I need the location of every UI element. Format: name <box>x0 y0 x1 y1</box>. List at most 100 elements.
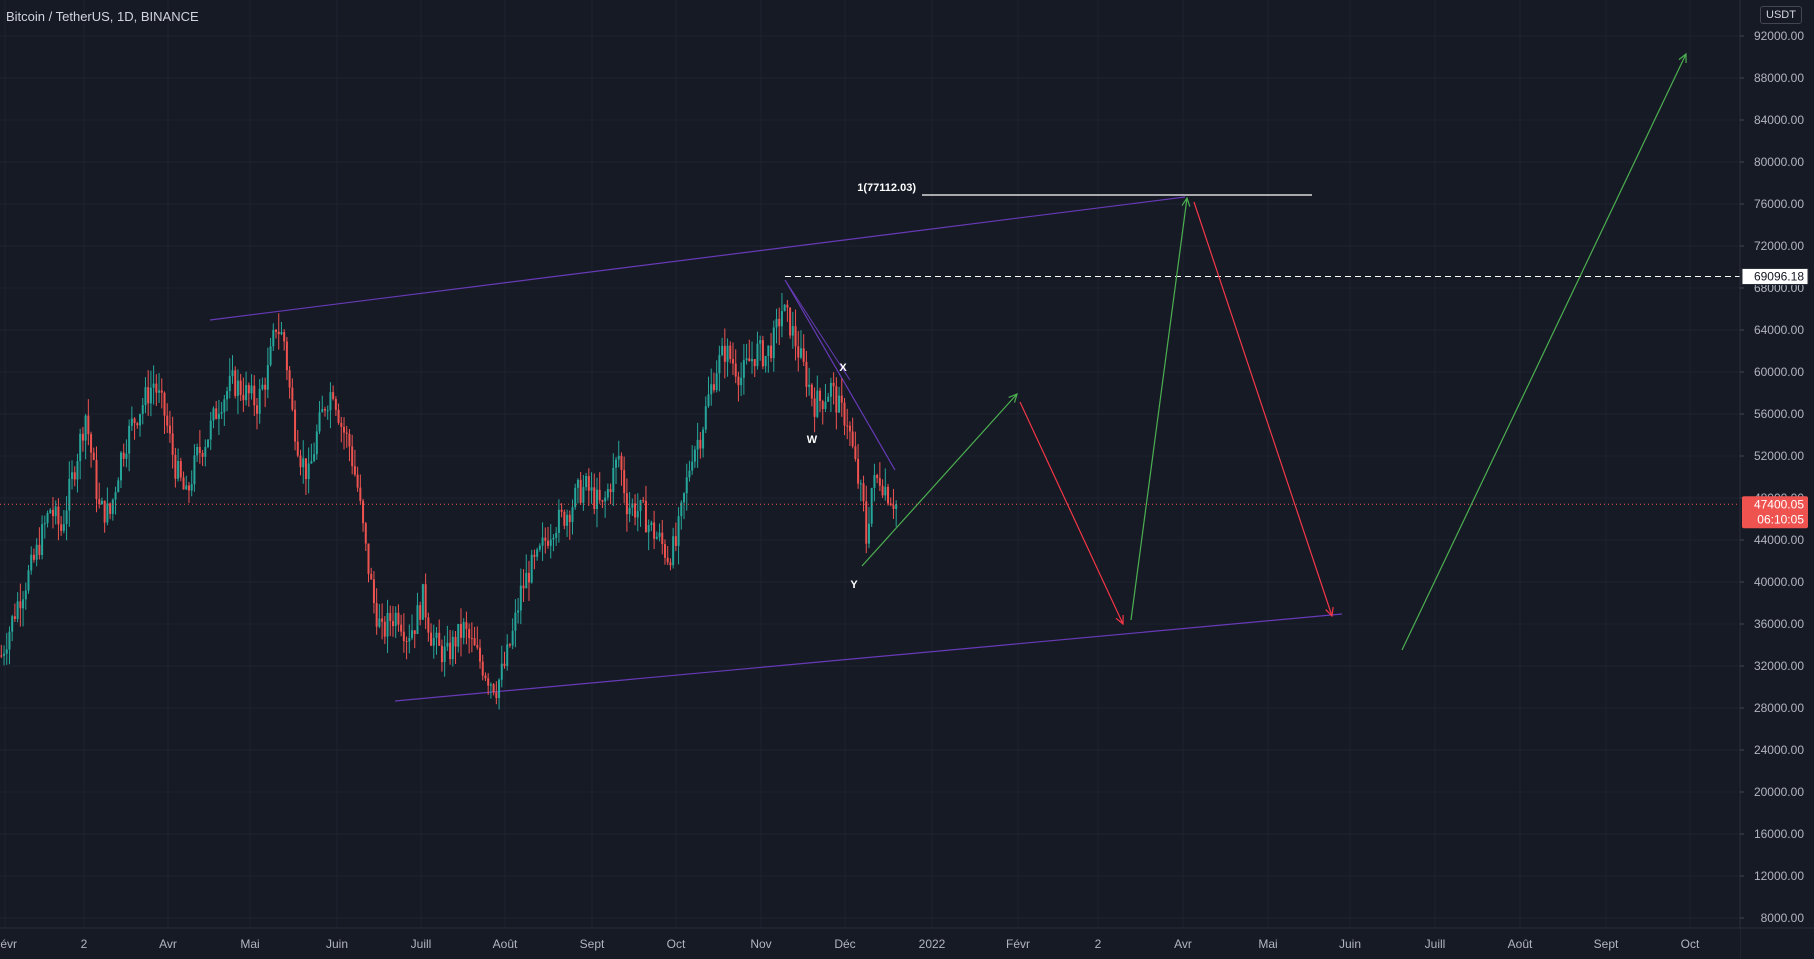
candle-body <box>881 485 884 496</box>
candle-body <box>334 398 337 410</box>
candle-body <box>547 540 550 546</box>
y-tick-label: 40000.00 <box>1754 575 1804 589</box>
candle-body <box>432 638 435 646</box>
wxy-inner-line <box>784 279 851 381</box>
candle-body <box>459 623 462 638</box>
candle-body <box>783 304 786 311</box>
candle-body <box>5 649 8 654</box>
candle-body <box>332 392 335 399</box>
y-tick-label: 84000.00 <box>1754 113 1804 127</box>
candle-body <box>209 420 212 440</box>
candle-body <box>789 307 792 336</box>
candle-body <box>250 385 253 394</box>
candle-body <box>827 396 830 402</box>
projection-arrow-down-2-head <box>1325 606 1334 618</box>
candle-body <box>579 479 582 503</box>
candle-body <box>288 370 291 388</box>
candle-body <box>0 655 3 657</box>
candle-body <box>19 601 22 609</box>
candle-body <box>742 360 745 378</box>
y-tick-label: 16000.00 <box>1754 827 1804 841</box>
candle-body <box>345 432 348 434</box>
candle-body <box>122 452 125 459</box>
candle-body <box>479 647 482 662</box>
candle-body <box>427 617 430 633</box>
candle-body <box>318 412 321 432</box>
candle-body <box>174 454 177 479</box>
candle-body <box>13 616 16 619</box>
candle-body <box>413 630 416 634</box>
candle-body <box>22 599 25 609</box>
candle-body <box>239 380 242 395</box>
candle-body <box>231 370 234 377</box>
candle-body <box>351 446 354 467</box>
y-tick-label: 44000.00 <box>1754 533 1804 547</box>
price-axis[interactable]: 92000.00 88000.00 84000.00 80000.00 76000.00… <box>1739 0 1814 959</box>
candle-body <box>644 500 647 533</box>
candle-body <box>843 402 846 426</box>
candle-body <box>851 431 854 447</box>
candle-body <box>130 418 133 426</box>
candles <box>0 292 898 710</box>
symbol-title[interactable]: Bitcoin / TetherUS, 1D, BINANCE <box>6 9 199 24</box>
candle-body <box>152 383 155 388</box>
candle-body <box>367 543 370 574</box>
candle-body <box>411 630 414 639</box>
candle-body <box>854 446 857 460</box>
candle-body <box>715 373 718 391</box>
candle-body <box>79 433 82 462</box>
y-tick-label: 76000.00 <box>1754 197 1804 211</box>
candle-body <box>495 692 498 699</box>
candle-body <box>835 386 838 413</box>
candle-body <box>566 514 569 526</box>
candle-body <box>859 483 862 485</box>
candle-body <box>862 483 865 502</box>
candle-body <box>160 390 163 393</box>
candle-body <box>280 332 283 335</box>
candle-body <box>462 622 465 638</box>
candle-body <box>310 461 313 464</box>
y-tick-label: 28000.00 <box>1754 701 1804 715</box>
candle-body <box>277 331 280 335</box>
candle-body <box>291 387 294 410</box>
candle-body <box>166 415 169 426</box>
candle-body <box>530 554 533 583</box>
candle-body <box>343 426 346 433</box>
candle-body <box>838 395 841 413</box>
candle-body <box>419 605 422 620</box>
candle-body <box>647 525 650 533</box>
candle-body <box>677 516 680 546</box>
candle-body <box>100 500 103 505</box>
candle-body <box>726 345 729 362</box>
x-tick-label: Mai <box>1258 937 1277 951</box>
candle-body <box>106 503 109 523</box>
projection-arrow-down-2 <box>1193 201 1333 617</box>
currency-badge[interactable]: USDT <box>1760 6 1802 24</box>
candle-body <box>8 631 11 650</box>
candle-body <box>275 329 278 332</box>
candle-body <box>242 394 245 401</box>
candle-body <box>865 501 868 544</box>
candle-body <box>155 383 158 393</box>
candle-body <box>54 506 57 517</box>
candle-body <box>557 509 560 533</box>
candle-body <box>204 447 207 457</box>
candle-body <box>813 398 816 417</box>
x-tick-label: Juill <box>1425 937 1446 951</box>
candle-body <box>476 645 479 648</box>
candle-body <box>95 459 98 500</box>
candle-body <box>103 500 106 523</box>
candle-body <box>424 584 427 618</box>
candle-body <box>639 500 642 512</box>
candle-body <box>751 359 754 362</box>
time-axis[interactable]: Févr 2 Avr Mai Juin Juill Août Sept Oct Nov Déc 202… <box>0 927 1814 959</box>
candle-body <box>759 340 762 344</box>
x-tick-label: Juill <box>411 937 432 951</box>
candle-body <box>555 532 558 538</box>
candle-body <box>313 454 316 462</box>
candle-body <box>187 485 190 491</box>
candle-body <box>234 370 237 396</box>
candle-body <box>582 487 585 503</box>
x-tick-label: Oct <box>1681 937 1700 951</box>
